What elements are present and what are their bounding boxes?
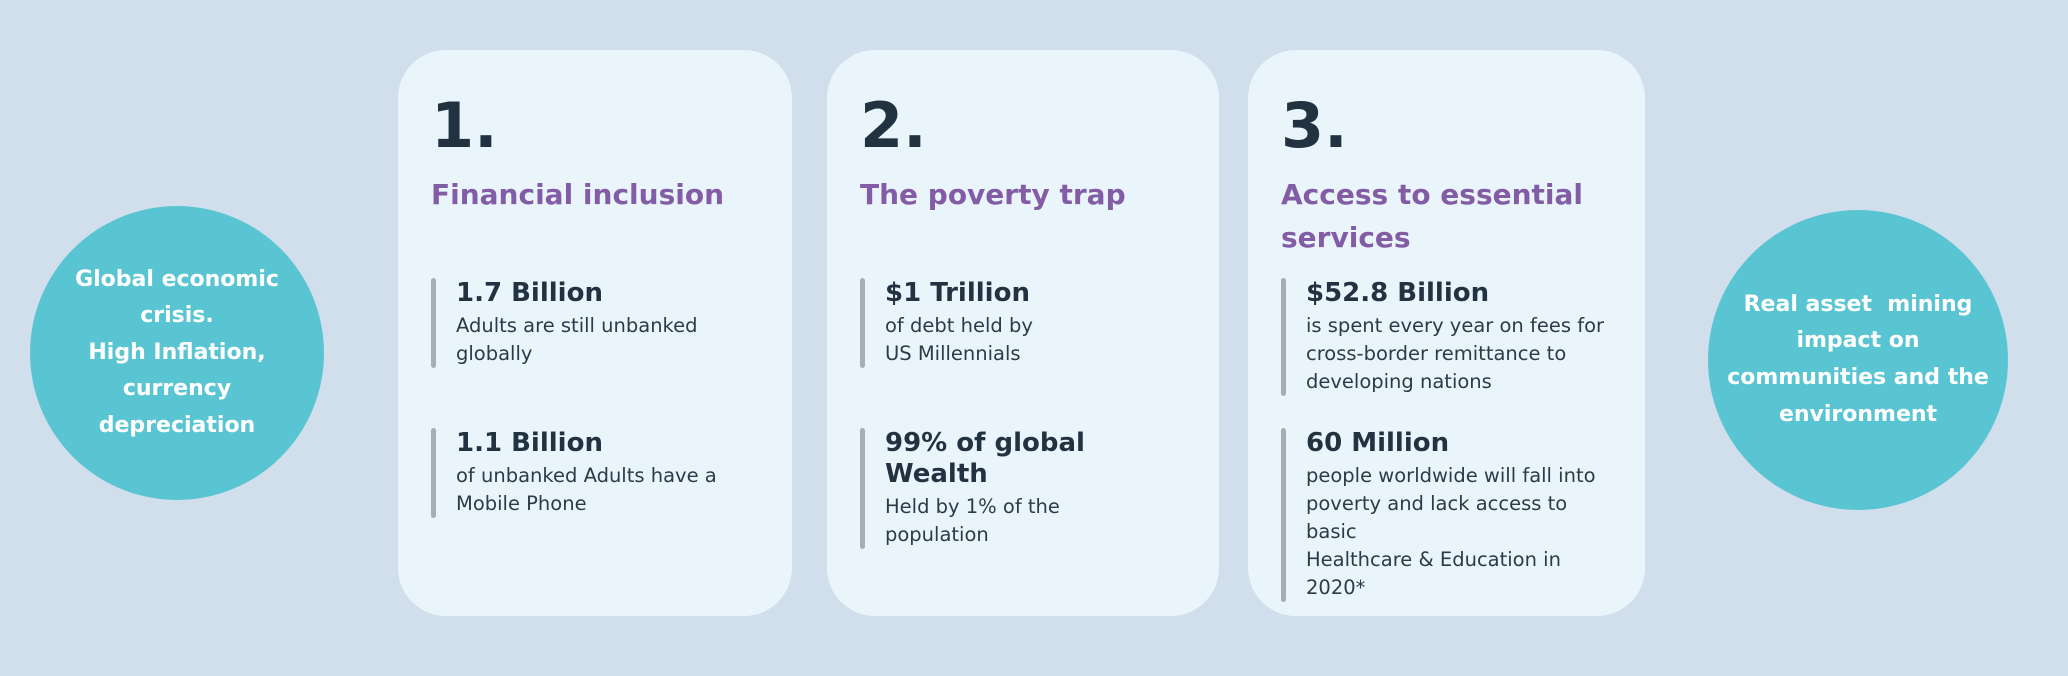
stat-accent-bar [431,278,436,368]
stat-description: of debt held by US Millennials [885,314,1033,366]
card-number: 1. [431,89,498,162]
stat-description: people worldwide will fall into poverty … [1306,464,1596,599]
stat-text: $52.8 Billion is spent every year on fee… [1306,278,1604,396]
card-number: 2. [860,89,927,162]
challenge-card-poverty-trap: 2. The poverty trap $1 Trillion of debt … [827,50,1219,616]
stat-item: 1.7 Billion Adults are still unbanked gl… [431,278,764,428]
stat-text: 1.7 Billion Adults are still unbanked gl… [456,278,698,368]
challenge-card-financial-inclusion: 1. Financial inclusion 1.7 Billion Adult… [398,50,792,616]
stat-value: 99% of global Wealth [885,428,1085,490]
stat-item: 60 Million people worldwide will fall in… [1281,428,1617,602]
stat-item: $52.8 Billion is spent every year on fee… [1281,278,1617,428]
stat-value: $1 Trillion [885,278,1030,308]
stat-description: of unbanked Adults have a Mobile Phone [456,464,717,516]
stat-accent-bar [1281,278,1286,396]
card-title: The poverty trap [860,178,1126,211]
stat-accent-bar [860,428,865,550]
left-context-circle: Global economic crisis. High Inflation, … [30,206,324,500]
stat-value: 1.1 Billion [456,428,603,458]
stat-accent-bar [431,428,436,518]
stat-text: 1.1 Billion of unbanked Adults have a Mo… [456,428,717,518]
stat-accent-bar [860,278,865,368]
stat-description: Held by 1% of the population [885,495,1060,547]
right-circle-text: Real asset mining impact on communities … [1727,291,1989,427]
card-title: Financial inclusion [431,178,725,211]
stat-item: $1 Trillion of debt held by US Millennia… [860,278,1191,428]
left-circle-text: Global economic crisis. High Inflation, … [75,266,279,438]
stat-text: 60 Million people worldwide will fall in… [1306,428,1617,602]
stat-value: 60 Million [1306,428,1450,458]
stat-accent-bar [1281,428,1286,602]
stat-description: Adults are still unbanked globally [456,314,698,366]
stat-item: 99% of global Wealth Held by 1% of the p… [860,428,1191,550]
stat-text: $1 Trillion of debt held by US Millennia… [885,278,1033,368]
challenge-card-essential-services: 3. Access to essential services $52.8 Bi… [1248,50,1645,616]
card-title: Access to essential services [1281,178,1584,255]
stat-text: 99% of global Wealth Held by 1% of the p… [885,428,1191,549]
card-number: 3. [1281,89,1348,162]
stat-value: $52.8 Billion [1306,278,1490,308]
stat-item: 1.1 Billion of unbanked Adults have a Mo… [431,428,764,518]
right-context-circle: Real asset mining impact on communities … [1708,210,2008,510]
stat-description: is spent every year on fees for cross-bo… [1306,314,1605,393]
stat-value: 1.7 Billion [456,278,603,308]
